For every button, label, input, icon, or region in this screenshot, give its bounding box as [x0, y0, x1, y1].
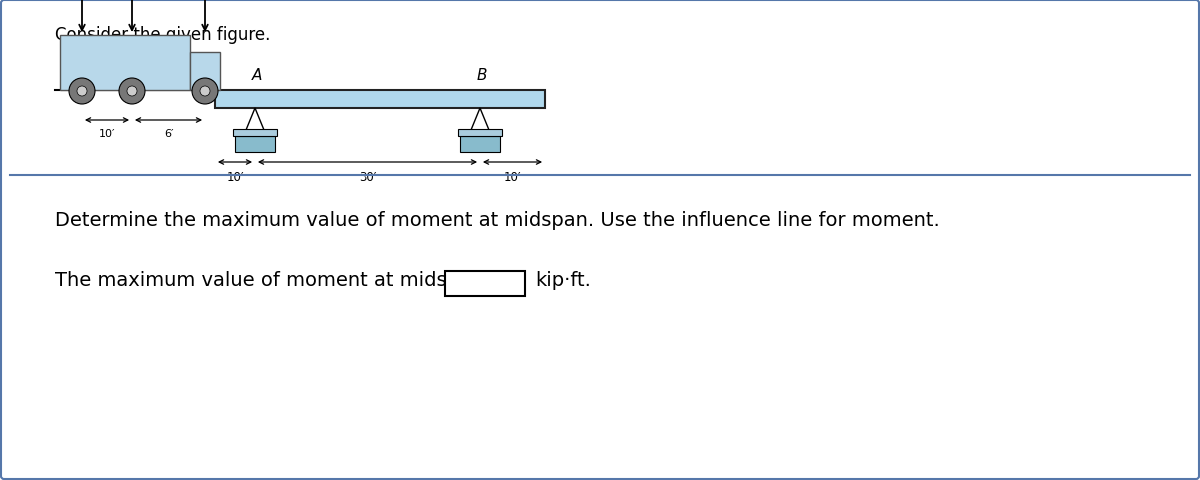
Circle shape	[70, 79, 95, 105]
Text: 10′: 10′	[227, 171, 244, 184]
Bar	[233, 130, 277, 137]
Bar	[60, 36, 190, 91]
Text: 6′: 6′	[163, 129, 173, 139]
Bar	[190, 53, 220, 91]
Text: B: B	[476, 68, 487, 83]
Bar	[235, 137, 275, 153]
Text: A: A	[252, 68, 262, 83]
Bar	[460, 137, 500, 153]
Text: The maximum value of moment at midspan is: The maximum value of moment at midspan i…	[55, 270, 505, 289]
Text: Determine the maximum value of moment at midspan. Use the influence line for mom: Determine the maximum value of moment at…	[55, 211, 940, 229]
Circle shape	[200, 87, 210, 97]
Circle shape	[77, 87, 88, 97]
Text: Consider the given figure.: Consider the given figure.	[55, 26, 270, 44]
Text: 10′: 10′	[98, 129, 115, 139]
Circle shape	[119, 79, 145, 105]
Polygon shape	[472, 109, 490, 131]
Bar	[458, 130, 502, 137]
Text: 30′: 30′	[359, 171, 376, 184]
Circle shape	[127, 87, 137, 97]
Text: 10′: 10′	[504, 171, 521, 184]
Bar	[215, 91, 545, 109]
Text: kip·ft.: kip·ft.	[535, 270, 590, 289]
Bar	[445, 271, 526, 296]
Polygon shape	[246, 109, 264, 131]
Circle shape	[192, 79, 218, 105]
